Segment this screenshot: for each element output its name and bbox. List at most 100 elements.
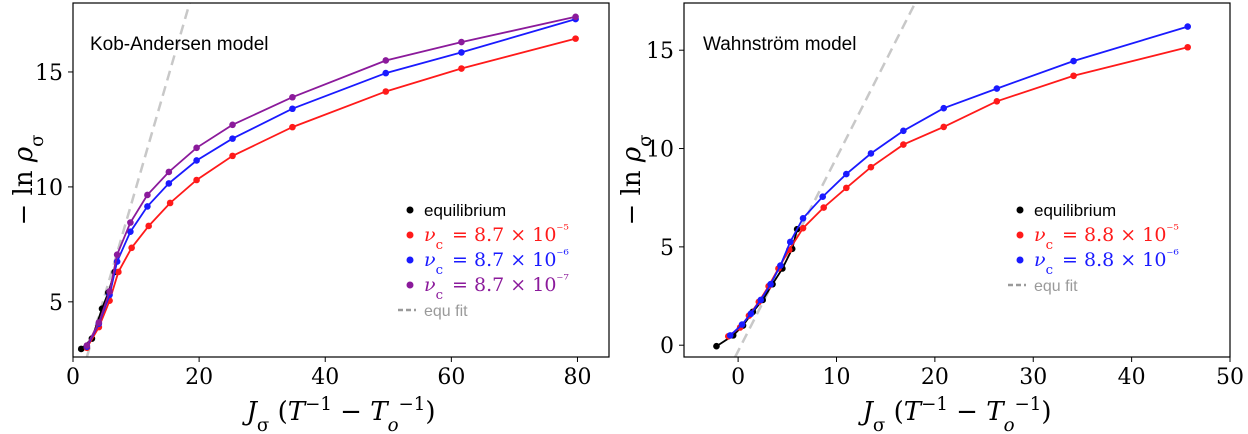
x-tick-label: 40 (311, 365, 339, 390)
x-axis-label: Jσ (T−1 − To−1) (241, 394, 435, 434)
x-tick-label: 0 (731, 365, 745, 390)
legend-label: νc = 8.7 × 10⁻⁵ (424, 223, 569, 253)
x-tick-label: 80 (563, 365, 591, 390)
series-line-0 (716, 228, 798, 347)
x-tick-label: 40 (1118, 365, 1146, 390)
legend-subscript-c: c (436, 263, 443, 278)
series-line-2 (86, 18, 576, 348)
legend-value: = 8.7 × 10 (446, 274, 556, 296)
data-point-2-7 (193, 157, 200, 164)
y-label-sigma: σ (27, 134, 48, 146)
legend-exponent: ⁻⁶ (1166, 248, 1178, 263)
data-point-3-8 (229, 121, 236, 129)
y-axis-label: − ln ρσ (617, 134, 656, 225)
data-point-1-14 (1070, 72, 1077, 80)
x-label-t: T (904, 397, 923, 427)
data-point-1-12 (940, 123, 948, 131)
y-tick-label: 5 (49, 291, 63, 316)
data-point-3-3 (113, 251, 121, 259)
x-label-minus: − (948, 397, 986, 427)
series-line-1 (727, 46, 1188, 338)
data-point-1-9 (843, 184, 850, 192)
data-point-1-10 (867, 163, 875, 171)
series-line-0 (80, 271, 116, 350)
data-point-2-6 (786, 238, 794, 246)
legend-value: = 8.7 × 10 (446, 224, 556, 246)
x-label-minus: − (332, 397, 370, 427)
data-point-2-8 (819, 193, 827, 201)
legend-nu-symbol: ν (424, 249, 436, 271)
legend-exponent: ⁻⁷ (556, 273, 568, 288)
data-point-3-4 (127, 219, 134, 226)
equ-fit-line (734, 3, 917, 357)
legend-marker (406, 281, 414, 289)
y-label-minus-ln: − ln (617, 162, 647, 225)
x-tick-label: 60 (437, 365, 465, 390)
data-point-2-10 (382, 69, 390, 77)
data-point-2-2 (747, 310, 755, 318)
legend-marker (406, 231, 414, 239)
data-point-1-8 (229, 152, 236, 160)
legend-subscript-c: c (436, 238, 443, 253)
y-tick-label: 0 (660, 334, 674, 359)
plot-frame (683, 2, 1231, 358)
y-label-rho: ρ (9, 146, 39, 163)
data-point-2-15 (1184, 23, 1191, 30)
data-point-1-13 (993, 98, 1001, 105)
data-point-2-1 (738, 321, 746, 328)
data-point-2-11 (458, 49, 465, 56)
x-label-exp2: −1 (399, 394, 426, 415)
legend-nu-symbol: ν (424, 224, 436, 246)
data-point-0-0 (77, 345, 85, 353)
data-point-2-13 (993, 85, 1001, 92)
x-tick-label: 0 (66, 365, 80, 390)
y-label-sigma: σ (635, 134, 656, 146)
x-label-subscript-o: o (1004, 415, 1015, 434)
kob-andersen-panel: 0 20 40 60 80 5 10 15 Kob-Andersen model equilibr… (9, 2, 610, 434)
legend-exponent: ⁻⁶ (556, 248, 568, 263)
data-point-2-14 (1070, 57, 1077, 65)
x-label-subscript-o: o (388, 415, 399, 434)
data-point-2-12 (940, 104, 948, 112)
data-point-1-5 (145, 222, 152, 230)
legend-value: = 8.7 × 10 (446, 249, 556, 271)
model-name-label: Wahnström model (703, 34, 856, 55)
x-tick-label: 20 (185, 365, 213, 390)
x-label-exp1: −1 (921, 394, 948, 415)
legend-value: = 8.8 × 10 (1056, 224, 1166, 246)
series-line-3 (86, 15, 576, 346)
x-label-t0: T (986, 397, 1005, 427)
x-label-j: J (857, 397, 874, 427)
data-point-3-11 (458, 38, 465, 46)
x-tick-label: 50 (1216, 365, 1244, 390)
legend-marker (406, 256, 414, 264)
data-point-2-8 (229, 135, 236, 142)
data-point-2-6 (165, 180, 173, 187)
legend-fit-label: equ fit (424, 303, 468, 320)
y-tick-label: 15 (646, 39, 674, 64)
data-point-2-3 (757, 296, 765, 304)
x-label-sigma: σ (257, 415, 269, 434)
data-point-3-6 (165, 168, 173, 176)
legend-exponent: ⁻⁵ (556, 223, 568, 238)
data-point-1-7 (193, 176, 200, 184)
y-tick-label: 15 (35, 61, 63, 86)
wahnstrom-panel: 0 10 20 30 40 50 0 5 10 15 Wahnström model equilibr… (617, 2, 1244, 434)
x-label-open: ( (885, 397, 903, 427)
y-tick-label: 10 (35, 176, 63, 201)
data-point-2-9 (843, 170, 850, 178)
x-label-sigma: σ (873, 415, 885, 434)
data-point-0-0 (713, 342, 720, 350)
legend-value: = 8.8 × 10 (1056, 249, 1166, 271)
data-point-2-9 (289, 105, 296, 113)
y-tick-label: 5 (660, 236, 674, 261)
data-point-3-7 (193, 144, 200, 152)
data-point-1-4 (128, 244, 135, 252)
plot-frame (72, 2, 610, 358)
legend-exponent: ⁻⁵ (1166, 223, 1178, 238)
y-tick-label: 10 (646, 138, 674, 163)
data-point-3-9 (289, 93, 296, 101)
x-label-t0: T (370, 397, 389, 427)
